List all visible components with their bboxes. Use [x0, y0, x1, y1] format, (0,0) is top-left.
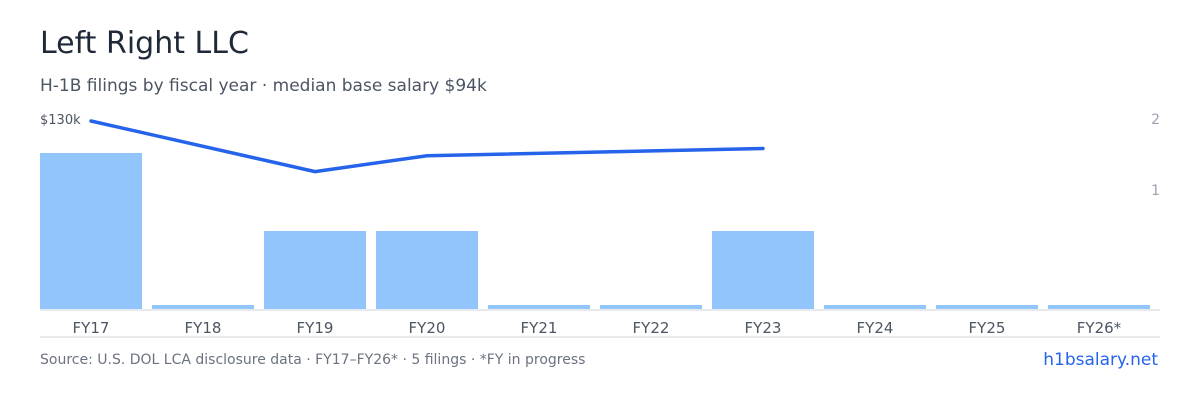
bar [40, 153, 142, 309]
salary-line [91, 121, 763, 172]
right-axis-tick: 2 [1151, 112, 1160, 128]
source-note: Source: U.S. DOL LCA disclosure data · F… [40, 352, 585, 368]
right-axis-tick: 1 [1151, 183, 1160, 199]
x-tick-label: FY23 [745, 319, 782, 337]
x-tick-label: FY25 [969, 319, 1006, 337]
bar [264, 231, 366, 309]
x-tick-label: FY22 [633, 319, 670, 337]
x-tick-label: FY19 [297, 319, 334, 337]
bar [376, 231, 478, 309]
bar [712, 231, 814, 309]
x-tick-label: FY20 [409, 319, 446, 337]
bar [936, 305, 1038, 309]
bar [152, 305, 254, 309]
bar [1048, 305, 1150, 309]
left-axis-top-label: $130k [40, 113, 81, 128]
bar [600, 305, 702, 309]
bar [488, 305, 590, 309]
x-tick-label: FY26* [1077, 319, 1122, 337]
x-tick-label: FY24 [857, 319, 894, 337]
bar [824, 305, 926, 309]
x-tick-label: FY18 [185, 319, 222, 337]
x-tick-label: FY17 [73, 319, 110, 337]
x-tick-label: FY21 [521, 319, 558, 337]
site-link[interactable]: h1bsalary.net [1043, 350, 1158, 370]
